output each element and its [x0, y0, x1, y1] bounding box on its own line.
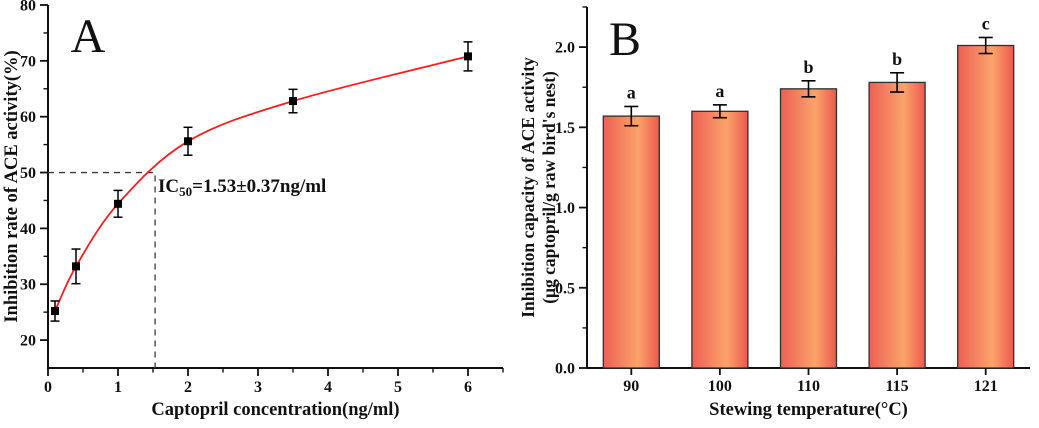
ic50-dashed-line — [48, 171, 156, 368]
x-axis-tick-label: 90 — [623, 378, 639, 395]
data-point — [184, 137, 192, 146]
x-axis-tick-label: 4 — [324, 379, 332, 396]
y-axis-tick-label: 0.5 — [555, 280, 575, 297]
x-axis-tick-label: 5 — [394, 379, 402, 396]
x-axis-tick-label: 110 — [797, 378, 820, 395]
x-axis-tick-label: 2 — [184, 379, 192, 396]
panel-label-a: A — [71, 10, 106, 63]
panel-label-b: B — [609, 13, 641, 66]
y-axis-tick-label: 0.0 — [555, 361, 575, 378]
y-axis-tick-label: 1.5 — [555, 120, 575, 137]
data-point — [464, 52, 472, 61]
x-axis-tick-label: 121 — [974, 378, 998, 395]
y-axis-tick-label: 60 — [20, 109, 36, 126]
error-bar — [978, 36, 993, 55]
significance-letter: b — [803, 57, 813, 77]
error-bar — [890, 71, 905, 93]
x-axis-tick-label: 0 — [44, 379, 52, 396]
y-axis-label: Inhibition rate of ACE activity(%) — [2, 50, 22, 322]
bar — [868, 81, 926, 369]
significance-letter: a — [627, 82, 636, 102]
x-axis-tick-label: 6 — [464, 379, 472, 396]
error-bar — [801, 80, 816, 98]
y-axis-tick-label: 40 — [20, 221, 36, 238]
error-bar — [624, 105, 639, 127]
y-axis-label-line2: (μg captopril/g raw bird's nest) — [539, 71, 559, 304]
x-axis-label: Captopril concentration(ng/ml) — [151, 400, 399, 420]
x-axis-tick-label: 3 — [254, 379, 262, 396]
x-axis-label: Stewing temperature(°C) — [709, 400, 908, 420]
bar — [779, 88, 838, 369]
y-axis-label-line1: Inhibition capacity of ACE activity — [520, 57, 538, 318]
y-axis-tick-label: 50 — [20, 165, 36, 182]
ic50-annotation: IC50=1.53±0.37ng/ml — [158, 176, 326, 199]
y-axis-tick-label: 70 — [20, 53, 36, 70]
bar — [602, 115, 660, 369]
data-point — [72, 262, 80, 271]
significance-letter: c — [982, 13, 990, 33]
y-axis-tick-label: 1.0 — [555, 200, 575, 217]
panel-b-chart: 0.0 0.5 1.0 1.5 2.0 a 90 a 100 b 110 b 115 c 121 Stewin… — [520, 6, 1030, 420]
x-axis-tick-label: 1 — [114, 379, 122, 396]
x-axis-tick-label: 115 — [886, 378, 909, 395]
y-axis-tick-label: 2.0 — [555, 40, 575, 57]
y-axis-tick-label: 30 — [20, 277, 36, 294]
bar — [691, 110, 749, 369]
data-point — [114, 199, 122, 208]
bar — [957, 44, 1015, 369]
data-point — [289, 97, 297, 106]
panel-a-chart: 20 30 40 50 60 70 80 0 1 2 3 4 5 6 Captopril concentra… — [2, 0, 504, 420]
significance-letter: a — [715, 81, 724, 101]
error-bar — [712, 104, 727, 119]
y-axis-tick-label: 20 — [20, 333, 36, 350]
y-axis-tick-label: 80 — [20, 0, 36, 15]
significance-letter: b — [892, 49, 902, 69]
x-axis-tick-label: 100 — [708, 378, 732, 395]
data-point — [51, 307, 59, 316]
